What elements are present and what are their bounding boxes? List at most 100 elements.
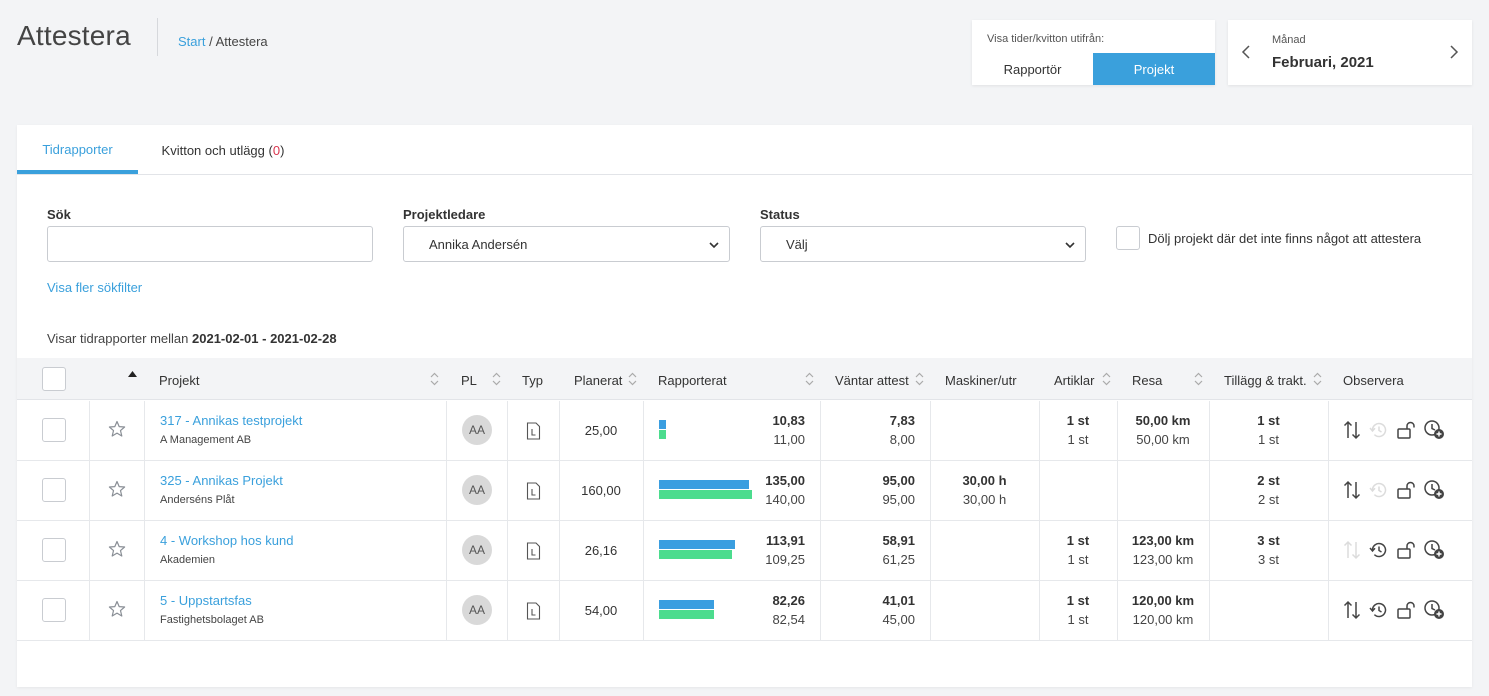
column-travel[interactable]: Resa	[1132, 372, 1163, 388]
column-planned[interactable]: Planerat	[574, 372, 623, 388]
project-manager-select[interactable]: Annika Andersén	[403, 226, 730, 262]
reported-bar-primary	[659, 540, 735, 549]
column-project[interactable]: Projekt	[159, 372, 200, 388]
sort-icon[interactable]	[628, 372, 637, 386]
pending-previous-value: 8,00	[889, 432, 915, 447]
column-divider	[930, 461, 931, 520]
search-input[interactable]	[47, 226, 373, 262]
extras-previous-value: 3 st	[1258, 552, 1279, 567]
unlock-icon[interactable]	[1396, 539, 1416, 561]
column-divider	[643, 581, 644, 640]
breadcrumb: Start / Attestera	[178, 34, 268, 49]
column-divider	[89, 521, 90, 580]
column-divider	[507, 401, 508, 460]
unlock-icon[interactable]	[1396, 479, 1416, 501]
column-divider	[144, 461, 145, 520]
pending-previous-value: 45,00	[882, 612, 915, 627]
hide-empty-checkbox[interactable]	[1116, 226, 1140, 250]
project-name-link[interactable]: 317 - Annikas testprojekt	[160, 413, 303, 428]
column-type: Typ	[522, 372, 543, 388]
project-toggle-button[interactable]: Projekt	[1093, 53, 1215, 85]
column-divider	[1039, 461, 1040, 520]
clock-add-icon[interactable]	[1422, 599, 1446, 621]
chevron-right-icon[interactable]	[1446, 42, 1462, 62]
column-divider	[643, 461, 644, 520]
reporter-toggle-button[interactable]: Rapportör	[972, 53, 1093, 85]
column-divider	[507, 581, 508, 640]
history-icon[interactable]	[1368, 539, 1388, 561]
project-name-link[interactable]: 4 - Workshop hos kund	[160, 533, 294, 548]
column-pending[interactable]: Väntar attest	[835, 372, 909, 388]
column-divider	[1117, 581, 1118, 640]
sort-arrows-icon[interactable]	[1342, 599, 1362, 621]
title-divider	[157, 18, 158, 56]
column-divider	[1117, 461, 1118, 520]
travel-previous-value: 123,00 km	[1132, 552, 1194, 567]
column-articles[interactable]: Artiklar	[1054, 372, 1095, 388]
sort-arrows-icon[interactable]	[1342, 419, 1362, 441]
pending-value: 41,01	[882, 593, 915, 608]
sort-icon[interactable]	[1102, 372, 1111, 386]
star-icon[interactable]	[108, 540, 126, 558]
extras-value: 3 st	[1257, 533, 1280, 548]
reported-bar-secondary	[659, 550, 732, 559]
status-select[interactable]: Välj	[760, 226, 1086, 262]
row-checkbox[interactable]	[42, 478, 66, 502]
star-icon[interactable]	[108, 480, 126, 498]
project-client: Fastighetsbolaget AB	[160, 614, 264, 626]
more-filters-link[interactable]: Visa fler sökfilter	[47, 280, 143, 295]
history-icon[interactable]	[1368, 599, 1388, 621]
column-divider	[820, 581, 821, 640]
row-checkbox[interactable]	[42, 418, 66, 442]
table-header: Projekt PL Typ Planerat Rapporterat Vänt…	[17, 358, 1472, 400]
history-icon[interactable]	[1368, 479, 1388, 501]
reported-bar-secondary	[659, 610, 714, 619]
pending-value: 58,91	[882, 533, 915, 548]
chevron-left-icon[interactable]	[1238, 42, 1254, 62]
row-checkbox[interactable]	[42, 538, 66, 562]
travel-value: 123,00 km	[1131, 533, 1195, 548]
star-icon[interactable]	[108, 420, 126, 438]
sort-up-icon[interactable]	[128, 371, 137, 378]
clock-add-icon[interactable]	[1422, 479, 1446, 501]
extras-value: 1 st	[1257, 413, 1280, 428]
history-icon[interactable]	[1368, 419, 1388, 441]
row-checkbox[interactable]	[42, 598, 66, 622]
clock-add-icon[interactable]	[1422, 419, 1446, 441]
sort-icon[interactable]	[1194, 372, 1203, 386]
date-range-prefix: Visar tidrapporter mellan	[47, 331, 189, 346]
search-label: Sök	[47, 207, 71, 222]
sort-icon[interactable]	[805, 372, 814, 386]
table-row: 325 - Annikas Projekt Anderséns Plåt AA …	[17, 461, 1472, 521]
sort-icon[interactable]	[1313, 372, 1322, 386]
project-name-link[interactable]: 325 - Annikas Projekt	[160, 473, 283, 488]
column-notes: Observera	[1343, 372, 1404, 388]
tab-receipts[interactable]: Kvitton och utlägg (0)	[161, 142, 285, 158]
pending-previous-value: 61,25	[882, 552, 915, 567]
clock-add-icon[interactable]	[1422, 539, 1446, 561]
unlock-icon[interactable]	[1396, 419, 1416, 441]
breadcrumb-start-link[interactable]: Start	[178, 34, 206, 49]
select-all-checkbox[interactable]	[42, 367, 66, 391]
column-machines[interactable]: Maskiner/utr	[945, 372, 1017, 388]
tab-time-reports[interactable]: Tidrapporter	[17, 125, 138, 174]
column-extras[interactable]: Tillägg & trakt.	[1224, 372, 1307, 388]
star-icon[interactable]	[108, 600, 126, 618]
column-divider	[1039, 401, 1040, 460]
sort-arrows-icon[interactable]	[1342, 539, 1362, 561]
project-name-link[interactable]: 5 - Uppstartsfas	[160, 593, 252, 608]
column-divider	[89, 461, 90, 520]
sort-icon[interactable]	[492, 372, 501, 386]
sort-icon[interactable]	[430, 372, 439, 386]
column-divider	[820, 401, 821, 460]
column-divider	[1328, 581, 1329, 640]
avatar: AA	[462, 535, 492, 565]
hide-empty-label: Dölj projekt där det inte finns något at…	[1148, 231, 1422, 246]
column-reported[interactable]: Rapporterat	[658, 372, 727, 388]
status-label: Status	[760, 207, 800, 222]
month-picker: Månad Februari, 2021	[1228, 20, 1472, 85]
sort-arrows-icon[interactable]	[1342, 479, 1362, 501]
unlock-icon[interactable]	[1396, 599, 1416, 621]
sort-icon[interactable]	[915, 372, 924, 386]
column-pl[interactable]: PL	[461, 372, 477, 388]
